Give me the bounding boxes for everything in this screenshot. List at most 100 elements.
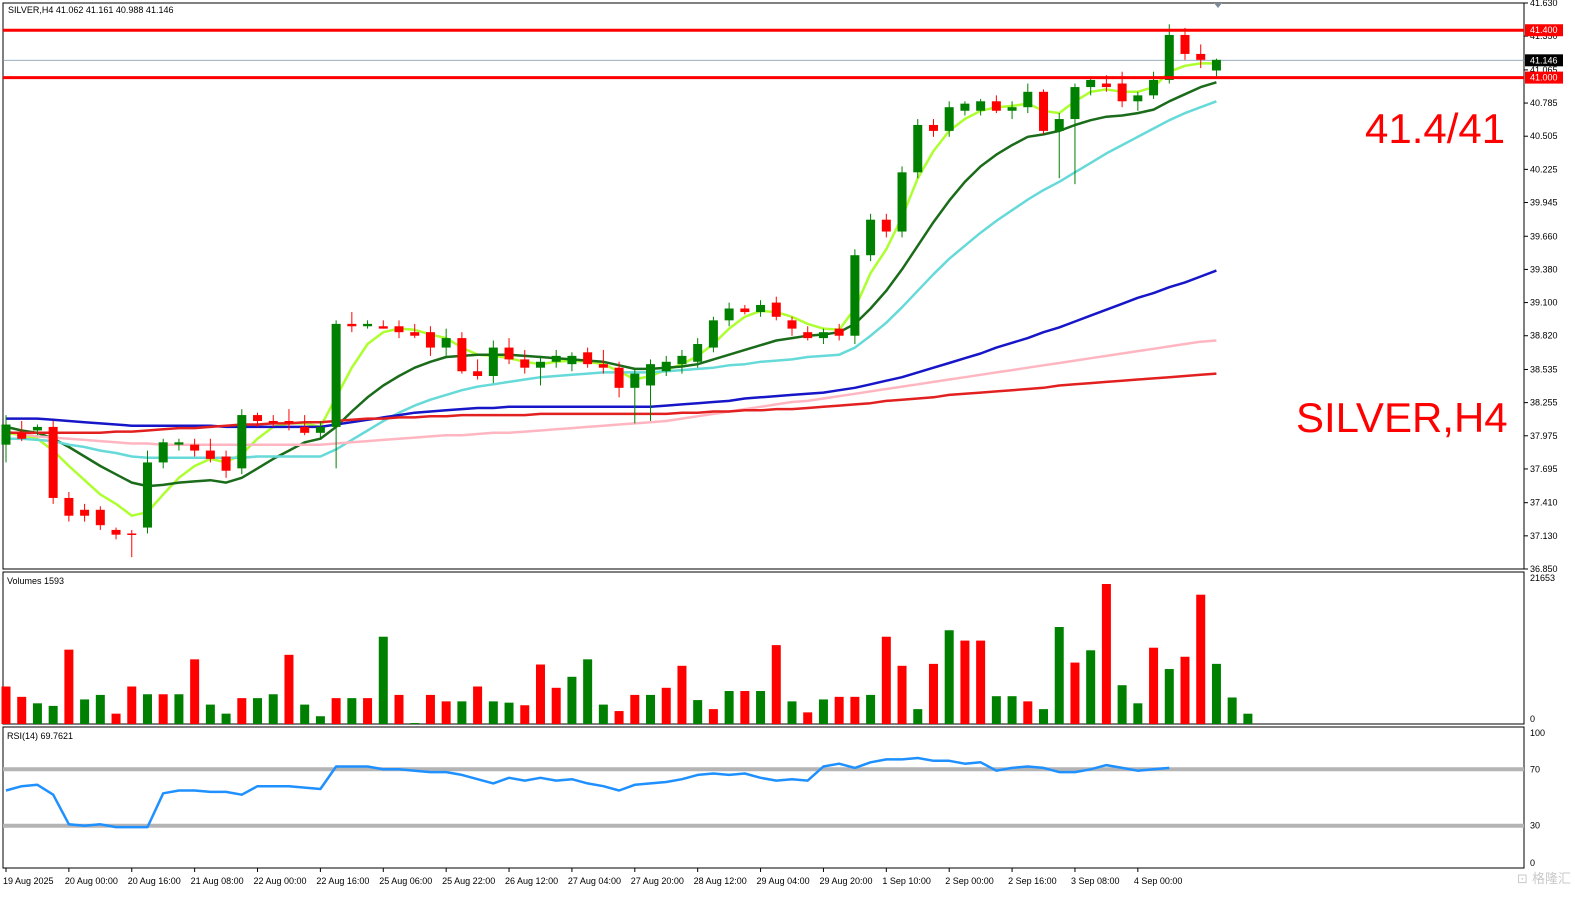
volume-bar [535, 664, 545, 724]
moving-average-line [6, 372, 1217, 435]
time-tick-label: 29 Aug 04:00 [757, 876, 810, 886]
time-tick-label: 3 Sep 08:00 [1071, 876, 1120, 886]
volume-bar [834, 696, 844, 724]
volume-bar [944, 630, 954, 724]
volume-bar [677, 665, 687, 724]
volume-bar [787, 701, 797, 724]
volume-bar [708, 709, 718, 724]
candle-body [111, 529, 121, 535]
candle-body [693, 344, 703, 362]
candle-body [614, 367, 624, 388]
candle-body [1133, 95, 1143, 102]
price-tick-label: 37.130 [1530, 531, 1558, 541]
price-tick-label: 41.065 [1530, 65, 1558, 75]
volume-bar [284, 654, 294, 724]
candle-body [1211, 59, 1221, 71]
volume-bar [740, 691, 750, 724]
symbol-annotation: SILVER,H4 [1296, 394, 1508, 441]
candle-body [1180, 34, 1190, 54]
volume-bar [504, 702, 514, 724]
volume-bar [473, 686, 483, 724]
volume-bar [48, 705, 58, 724]
volume-bar [1164, 669, 1174, 724]
candle-body [803, 332, 813, 339]
candle-body [913, 124, 923, 173]
candle-body [95, 509, 105, 526]
volume-bar [190, 659, 200, 724]
volume-bar [174, 694, 184, 724]
candle-body [976, 101, 986, 111]
price-tick-label: 39.380 [1530, 264, 1558, 274]
volume-bar [410, 723, 420, 725]
candle-body [300, 426, 310, 433]
volume-bar [17, 696, 27, 724]
candle-body [897, 172, 907, 232]
price-tick-label: 37.695 [1530, 464, 1558, 474]
price-tick-label: 38.255 [1530, 398, 1558, 408]
price-tick-label: 38.535 [1530, 364, 1558, 374]
volume-bar [991, 696, 1001, 724]
volume-bar [1039, 709, 1049, 724]
current-price-label: 41.146 [1530, 55, 1558, 65]
volume-bar [803, 712, 813, 724]
current-price-tag [1525, 54, 1563, 67]
price-frame [2, 2, 1525, 570]
candle-body [347, 323, 357, 327]
candle-body [473, 371, 483, 376]
volume-bar [1023, 701, 1033, 724]
price-tick-label: 37.410 [1530, 498, 1558, 508]
time-tick-label: 4 Sep 00:00 [1134, 876, 1183, 886]
price-tick-label: 40.505 [1530, 131, 1558, 141]
candle-body [158, 442, 168, 463]
price-panel [1, 24, 1524, 558]
volume-bar [881, 636, 891, 724]
volume-bar [363, 698, 373, 724]
volume-bar [866, 694, 876, 724]
candle-body [488, 347, 498, 376]
candle-body [630, 373, 640, 388]
volume-bar [976, 640, 986, 724]
price-tick-label: 38.820 [1530, 331, 1558, 341]
candle-body [740, 308, 750, 313]
volume-bar [111, 713, 121, 724]
candle-body [1007, 107, 1017, 111]
level-tag [1525, 71, 1563, 84]
volume-bar [818, 699, 828, 724]
time-tick-label: 26 Aug 12:00 [505, 876, 558, 886]
volume-bar [158, 694, 168, 724]
symbol-header: SILVER,H4 41.062 41.161 40.988 41.146 [8, 5, 173, 15]
volume-bar [1211, 663, 1221, 724]
price-tick-label: 41.630 [1530, 0, 1558, 8]
volume-bar [142, 694, 152, 724]
volume-bar [960, 640, 970, 724]
candle-body [48, 426, 58, 498]
volume-bar [347, 698, 357, 724]
volume-bar [1227, 697, 1237, 724]
candle-body [315, 426, 325, 433]
candle-body [1, 424, 11, 445]
scroll-marker-icon [1214, 3, 1222, 8]
volume-bar [551, 687, 561, 724]
moving-average-line [5, 62, 1217, 517]
candle-body [708, 320, 718, 348]
rsi-panel [3, 756, 1524, 829]
volume-bar [394, 694, 404, 724]
volume-bar [488, 701, 498, 724]
time-tick-label: 1 Sep 10:00 [882, 876, 931, 886]
price-tick-label: 39.660 [1530, 231, 1558, 241]
volume-bar [1180, 656, 1190, 724]
candle-body [677, 355, 687, 365]
volume-bar [1133, 703, 1143, 724]
volume-bar [64, 649, 74, 724]
volume-bar [1117, 685, 1127, 724]
candle-body [724, 308, 734, 321]
levels-annotation: 41.4/41 [1365, 105, 1505, 152]
candle-body [237, 415, 247, 469]
candle-body [504, 347, 514, 360]
volume-bar [457, 701, 467, 724]
time-tick-label: 20 Aug 16:00 [128, 876, 181, 886]
volume-bar [221, 713, 231, 724]
volume-bar [268, 694, 278, 724]
volume-bar [756, 691, 766, 724]
